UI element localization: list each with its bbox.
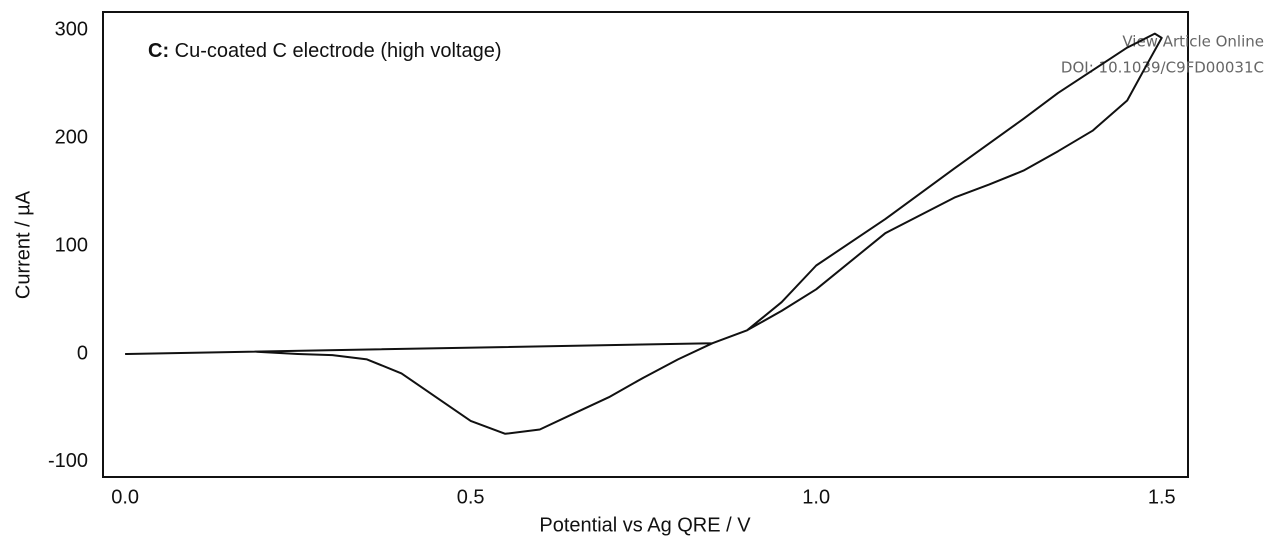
y-tick-label: 0 [77,342,88,364]
y-tick-label: 100 [55,234,88,256]
x-axis-label: Potential vs Ag QRE / V [539,514,751,536]
x-tick-label: 1.5 [1148,486,1176,508]
watermark: View Article Online [1122,33,1264,51]
plot-frame [102,11,1189,478]
title-label: C: [148,40,169,62]
y-tick-label: 300 [55,19,88,41]
y-axis-label: Current / µA [12,190,34,299]
x-tick-label: 0.5 [457,486,485,508]
data-line [125,32,1163,435]
x-tick-label: 0.0 [111,486,139,508]
y-tick-label: -100 [48,450,88,472]
x-tick-label: 1.0 [802,486,830,508]
watermark: DOI: 10.1039/C9FD00031C [1061,59,1264,77]
title-text: Cu-coated C electrode (high voltage) [175,40,502,62]
y-tick-label: 200 [55,127,88,149]
chart-title: C: Cu-coated C electrode (high voltage) [148,40,502,62]
